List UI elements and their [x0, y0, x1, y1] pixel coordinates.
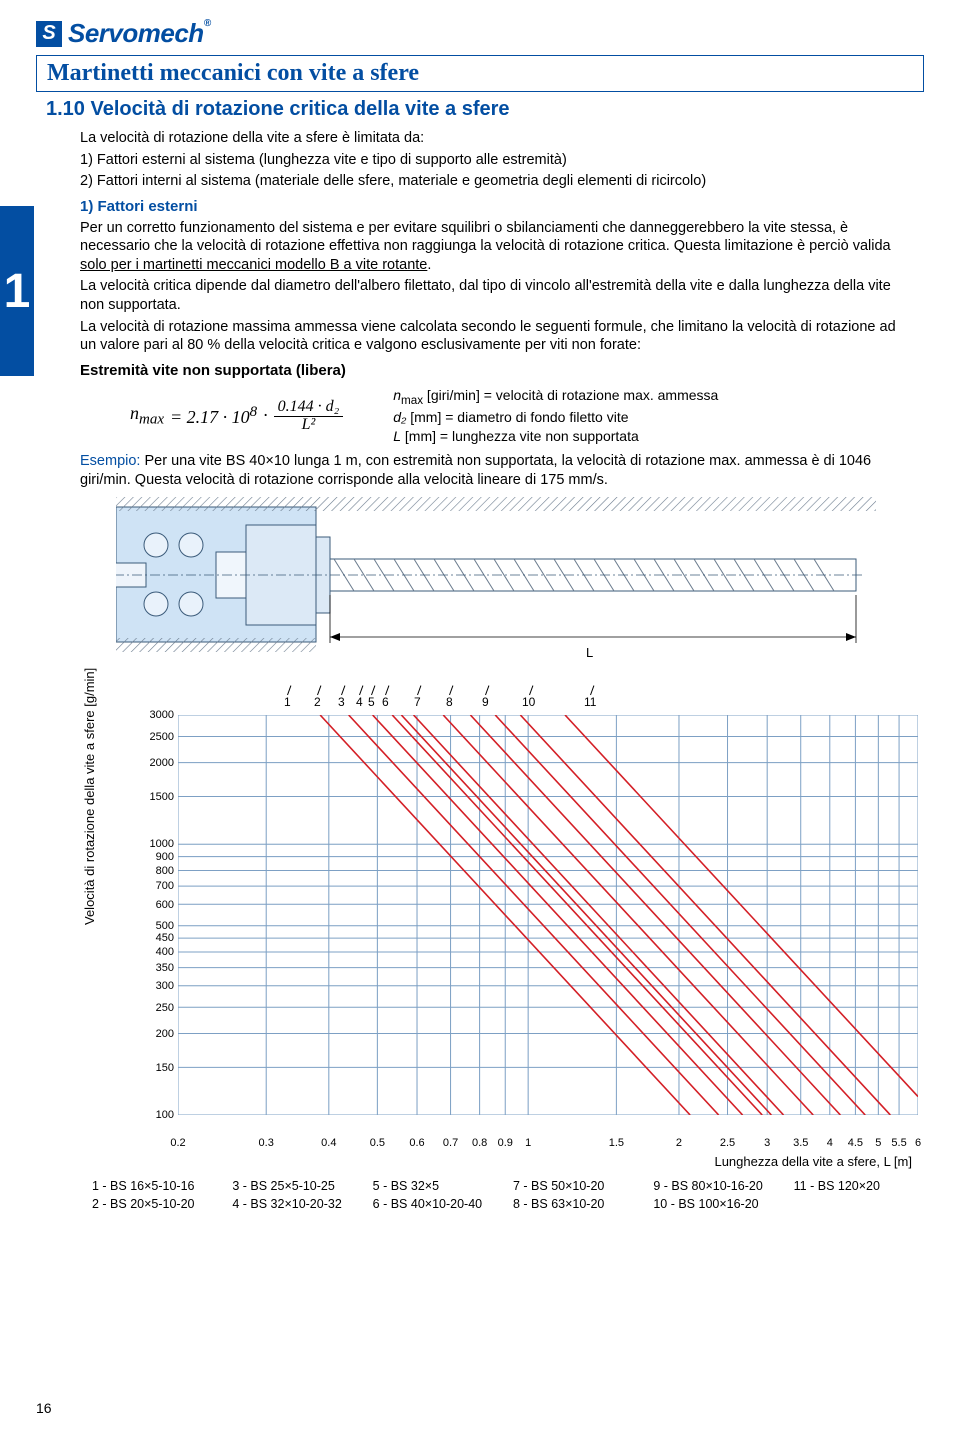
chart-x-ticks: 0.20.30.40.50.60.70.80.911.522.533.544.5… — [178, 1137, 918, 1151]
para-3: La velocità di rotazione massima ammessa… — [80, 318, 914, 355]
bullet-2: 2) Fattori interni al sistema (materiale… — [80, 172, 914, 191]
example-text: Esempio: Per una vite BS 40×10 lunga 1 m… — [80, 452, 914, 489]
section-heading: 1.10 Velocità di rotazione critica della… — [36, 96, 924, 123]
screw-diagram: L — [116, 497, 876, 677]
page-number: 16 — [36, 1400, 52, 1416]
formula-row: nmax = 2.17 · 108 · 0.144 · d₂ L² nmax [… — [80, 386, 914, 446]
logo-icon: S — [36, 21, 62, 47]
title-banner: Martinetti meccanici con vite a sfere — [36, 55, 924, 92]
diagram-length-label: L — [586, 645, 593, 660]
formula-definitions: nmax [giri/min] = velocità di rotazione … — [393, 386, 718, 446]
page-title: Martinetti meccanici con vite a sfere — [47, 60, 913, 87]
chapter-side-tab: 1 — [0, 206, 34, 376]
formula: nmax = 2.17 · 108 · 0.144 · d₂ L² — [130, 399, 343, 434]
intro-line: La velocità di rotazione della vite a sf… — [80, 129, 914, 148]
body-text: La velocità di rotazione della vite a sf… — [36, 129, 924, 489]
curve-number-labels: 1234567891011 — [186, 681, 924, 715]
critical-speed-chart: Velocità di rotazione della vite a sfere… — [92, 715, 932, 1135]
chart-y-ticks: 1001502002503003504004505006007008009001… — [136, 715, 176, 1135]
chart-y-title: Velocità di rotazione della vite a sfere… — [82, 668, 97, 925]
chart-plot — [178, 715, 918, 1115]
chart-x-title: Lunghezza della vite a sfere, L [m] — [714, 1154, 912, 1169]
brand-logo: S Servomech® — [36, 18, 924, 49]
subheading-1: 1) Fattori esterni — [80, 197, 914, 216]
bullet-1: 1) Fattori esterni al sistema (lunghezza… — [80, 151, 914, 170]
para-2: La velocità critica dipende dal diametro… — [80, 277, 914, 314]
chart-legend: 1 - BS 16×5-10-163 - BS 25×5-10-255 - BS… — [92, 1179, 924, 1211]
subheading-2: Estremità vite non supportata (libera) — [80, 361, 914, 380]
para-1: Per un corretto funzionamento del sistem… — [80, 219, 914, 275]
logo-text: Servomech® — [68, 18, 211, 49]
